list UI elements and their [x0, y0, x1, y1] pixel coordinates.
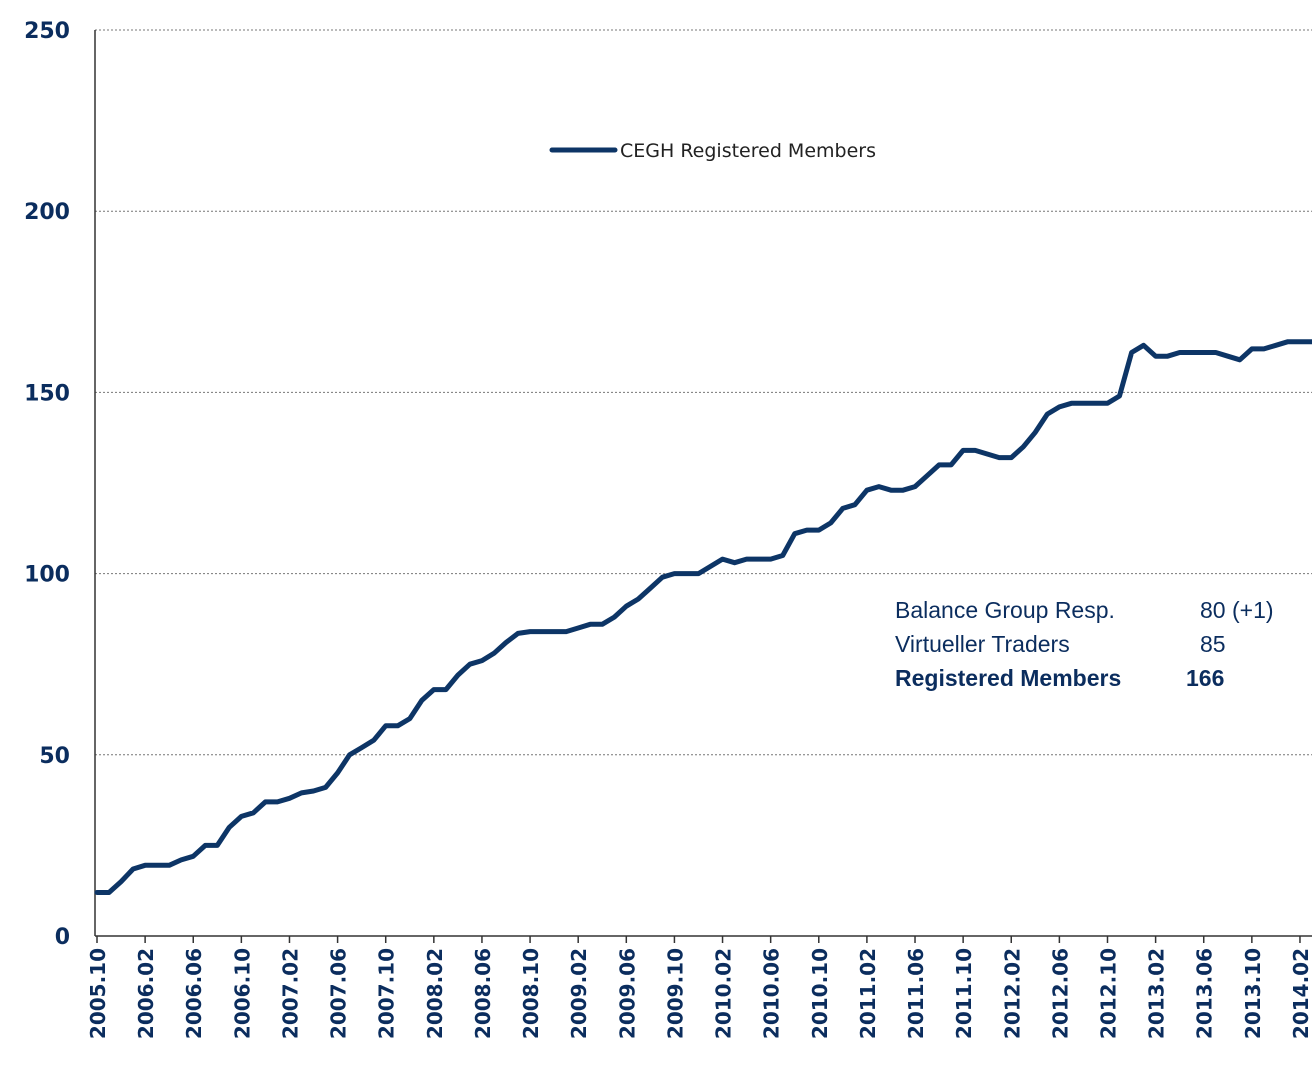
x-tick-label: 2007.10	[375, 948, 399, 1039]
x-tick-label: 2010.10	[808, 948, 832, 1039]
x-tick-label: 2006.10	[230, 948, 254, 1039]
y-tick-label: 200	[24, 200, 70, 225]
x-tick-label: 2010.02	[712, 948, 736, 1039]
annotation-label: Registered Members	[895, 665, 1121, 691]
annotation-label: Balance Group Resp.	[895, 597, 1115, 623]
x-tick-label: 2006.02	[134, 948, 158, 1039]
y-tick-label: 0	[55, 925, 70, 950]
x-tick-label: 2013.06	[1193, 948, 1217, 1039]
x-tick-label: 2011.02	[856, 948, 880, 1039]
x-tick-label: 2012.02	[1000, 948, 1024, 1039]
x-tick-label: 2013.10	[1241, 948, 1265, 1039]
x-tick-label: 2010.06	[760, 948, 784, 1039]
x-tick-label: 2013.02	[1145, 948, 1169, 1039]
y-tick-label: 250	[24, 19, 70, 44]
x-tick-label: 2007.06	[327, 948, 351, 1039]
x-tick-label: 2009.02	[567, 948, 591, 1039]
y-tick-label: 150	[24, 381, 70, 406]
x-tick-label: 2011.10	[952, 948, 976, 1039]
x-tick-label: 2007.02	[278, 948, 302, 1039]
x-tick-label: 2012.10	[1096, 948, 1120, 1039]
annotation-value: 166	[1186, 665, 1224, 691]
x-tick-label: 2006.06	[182, 948, 206, 1039]
x-tick-label: 2012.06	[1048, 948, 1072, 1039]
y-tick-label: 50	[39, 744, 70, 769]
annotation-value: 85	[1200, 631, 1226, 657]
annotation-label: Virtueller Traders	[895, 631, 1070, 657]
x-tick-label: 2014.02	[1289, 948, 1312, 1039]
line	[94, 339, 1312, 895]
x-tick-label: 2009.10	[663, 948, 687, 1039]
x-tick-label: 2005.10	[86, 948, 110, 1039]
y-tick-label: 100	[24, 563, 70, 588]
x-tick-label: 2009.06	[615, 948, 639, 1039]
x-tick-label: 2008.02	[423, 948, 447, 1039]
legend-label: CEGH Registered Members	[620, 140, 876, 162]
x-tick-label: 2008.06	[471, 948, 495, 1039]
x-tick-label: 2008.10	[519, 948, 543, 1039]
annotation-value: 80 (+1)	[1200, 597, 1274, 623]
x-tick-label: 2011.06	[904, 948, 928, 1039]
